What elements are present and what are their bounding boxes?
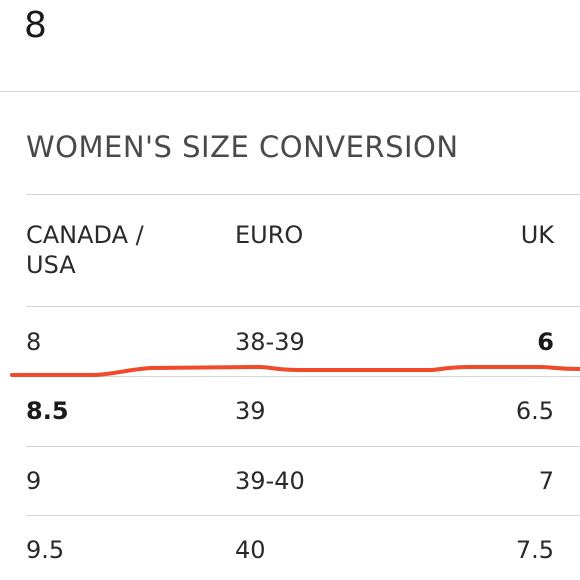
table-header-row: CANADA / USA EURO UK [26, 220, 580, 308]
column-header-euro: EURO [235, 221, 304, 249]
table-cell-euro: 40 [235, 536, 266, 564]
column-header-canada-usa: CANADA / USA [26, 221, 144, 279]
divider [26, 515, 580, 516]
divider [26, 194, 580, 195]
table-cell-uk: 7.5 [515, 536, 554, 564]
table-row: 8 38-39 6 [26, 327, 580, 357]
section-title: WOMEN'S SIZE CONVERSION [26, 130, 459, 164]
table-cell-canada-usa: 9.5 [26, 536, 65, 564]
table-cell-canada-usa: 8 [26, 328, 42, 356]
table-row: 9.5 40 7.5 [26, 535, 580, 565]
table-cell-canada-usa: 9 [26, 467, 42, 495]
table-row: 9 39-40 7 [26, 466, 580, 496]
divider [26, 306, 580, 307]
table-cell-uk: 6.5 [515, 397, 554, 425]
table-cell-uk: 6 [537, 328, 554, 356]
table-cell-canada-usa: 8.5 [26, 397, 69, 425]
table-cell-euro: 39-40 [235, 467, 305, 495]
column-header-uk: UK [520, 221, 554, 249]
divider [0, 91, 580, 92]
divider [26, 376, 580, 377]
table-cell-uk: 7 [538, 467, 554, 495]
table-cell-euro: 39 [235, 397, 266, 425]
table-row: 8.5 39 6.5 [26, 396, 580, 426]
table-cell-euro: 38-39 [235, 328, 305, 356]
selected-size-value: 8 [24, 5, 47, 46]
underline-stroke [10, 365, 580, 377]
divider [26, 446, 580, 447]
